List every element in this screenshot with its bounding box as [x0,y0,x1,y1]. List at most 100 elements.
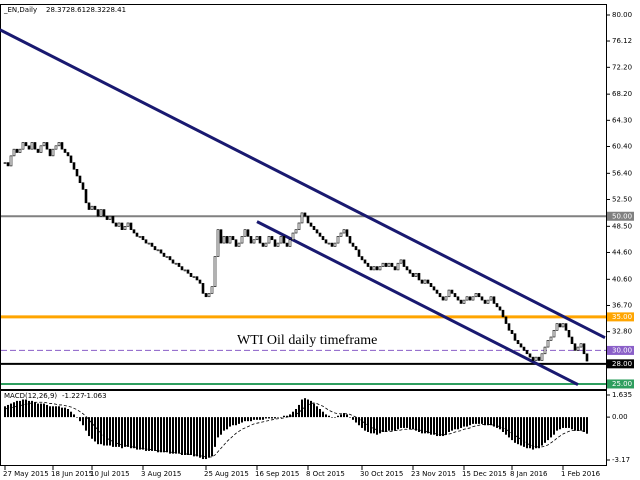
macd-bar [376,417,378,435]
candle [117,222,121,227]
candle [435,289,439,294]
macd-bar [439,417,441,437]
macd-bar [544,417,546,443]
macd-bar [340,414,342,418]
macd-bar [559,417,561,430]
candle [201,283,205,294]
candle [246,229,250,237]
candle [300,212,304,224]
candle [48,148,52,157]
level-label-box [607,379,634,389]
x-tick-label: 15 Dec 2015 [462,470,507,478]
macd-bar [295,408,297,418]
candle [42,142,46,147]
candle [171,259,175,264]
macd-bar [58,406,60,418]
candle [15,148,19,153]
macd-bar [451,417,453,431]
candle [528,353,532,358]
macd-bar [304,398,306,418]
candle [213,256,217,287]
level-label: 25.00 [612,380,632,388]
candle [471,296,475,301]
candle [486,299,490,304]
macd-bar [130,417,132,449]
candle [495,303,499,308]
macd-bar [76,417,78,418]
candle [546,340,550,348]
y-tick-label: 68.20 [612,90,632,98]
main-frame [0,4,607,390]
candle [129,222,133,230]
macd-bar [61,407,63,418]
candle [39,145,43,153]
macd-name: MACD(12,26,9) [4,392,57,400]
macd-bar [49,406,51,418]
macd-bar [529,417,531,449]
candle [219,229,223,244]
candle [519,343,523,348]
macd-bar [241,417,243,423]
candle [579,343,583,348]
macd-bar [493,417,495,427]
macd-bar [535,417,537,449]
macd-bar [79,417,81,422]
candle [405,266,409,271]
candle [90,205,94,210]
macd-bar [25,399,27,418]
candle [576,346,580,351]
macd-bar [418,417,420,432]
candle [285,242,289,247]
macd-bar [586,417,588,434]
macd-bar [46,404,48,418]
candle [420,279,424,284]
macd-bar [274,417,276,419]
macd-bar [346,414,348,418]
candle [60,142,64,150]
x-tick-label: 16 Sep 2015 [255,470,299,478]
candle [174,262,178,265]
macd-bar [223,417,225,431]
candle [474,293,478,298]
candle [45,142,49,150]
candle [84,189,88,204]
candle [72,162,76,170]
macd-bar [187,417,189,455]
macd-bar [277,417,279,418]
candle [231,236,235,241]
candle [396,262,400,271]
candle [483,299,487,304]
macd-bar [553,417,555,435]
macd-bar [100,417,102,445]
candle [324,239,328,244]
y-tick-label: 40.60 [612,275,632,283]
macd-bar [220,417,222,435]
macd-bar [34,402,36,418]
macd-bar [496,417,498,428]
macd-bar [406,417,408,428]
macd-bar [133,417,135,449]
candle [276,242,280,247]
candle [411,272,415,277]
macd-bar [70,411,72,418]
candle [429,283,433,287]
macd-bar [238,417,240,424]
candle [168,256,172,261]
candle [342,229,346,234]
candle [204,293,208,298]
candle [153,246,157,251]
macd-bar [103,417,105,446]
x-tick-label: 18 Jun 2015 [51,470,93,478]
macd-bar [43,403,45,418]
macd-bar [391,417,393,431]
candle [249,236,253,244]
candle [69,155,73,163]
header-ohlc: 28.41 [106,6,126,14]
macd-bar [184,417,186,455]
candle [525,350,529,355]
macd-bar [271,417,273,419]
candle [348,236,352,244]
candle [135,232,139,237]
candle [6,162,10,167]
macd-bar [226,417,228,430]
